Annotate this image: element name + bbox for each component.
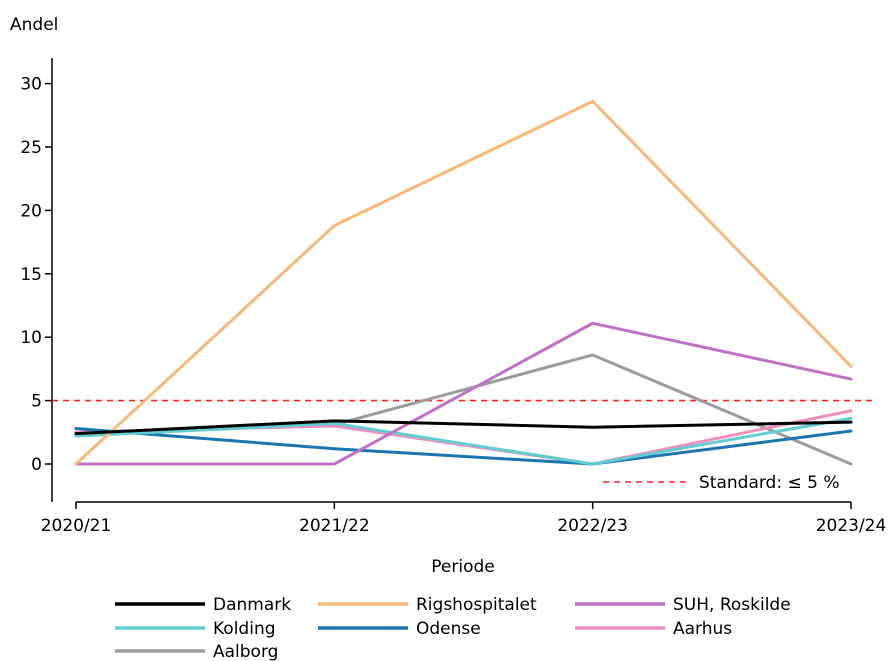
- x-tick-label: 2021/22: [299, 516, 370, 536]
- series-lines: [74, 99, 853, 466]
- legend: Danmark Rigshospitalet SUH, Roskilde Koldin…: [115, 595, 791, 661]
- series-line-danmark: [74, 419, 853, 436]
- series-line-rigshospitalet: [74, 99, 853, 466]
- y-tick-label: 30: [20, 75, 42, 95]
- x-axis-label: Periode: [431, 557, 494, 577]
- legend-label-kolding: Kolding: [213, 619, 276, 639]
- legend-label-rigshospitalet: Rigshospitalet: [416, 595, 537, 615]
- y-tick-label: 20: [20, 201, 42, 221]
- y-tick-label: 10: [20, 328, 42, 348]
- y-axis-label: Andel: [10, 15, 58, 35]
- series-line-suh-roskilde: [74, 321, 853, 466]
- y-tick-label: 0: [31, 455, 42, 475]
- x-tick-label: 2020/21: [41, 516, 112, 536]
- series-line-aalborg: [74, 353, 853, 466]
- legend-label-odense: Odense: [416, 619, 481, 639]
- x-axis: 2020/21 2021/22 2022/23 2023/24: [41, 501, 887, 536]
- legend-label-aalborg: Aalborg: [213, 642, 278, 661]
- y-tick-label: 5: [31, 392, 42, 412]
- y-axis: 0 5 10 15 20 25 30: [20, 58, 53, 502]
- x-tick-label: 2022/23: [557, 516, 628, 536]
- reference-line-legend: Standard: ≤ 5 %: [603, 473, 840, 493]
- legend-label-suh-roskilde: SUH, Roskilde: [673, 595, 791, 615]
- legend-label-danmark: Danmark: [213, 595, 291, 615]
- reference-line-label: Standard: ≤ 5 %: [699, 473, 840, 493]
- series-line-kolding: [74, 416, 853, 466]
- y-tick-label: 15: [20, 265, 42, 285]
- y-tick-label: 25: [20, 138, 42, 158]
- x-tick-label: 2023/24: [816, 516, 887, 536]
- legend-label-aarhus: Aarhus: [673, 619, 732, 639]
- series-line-odense: [74, 426, 853, 466]
